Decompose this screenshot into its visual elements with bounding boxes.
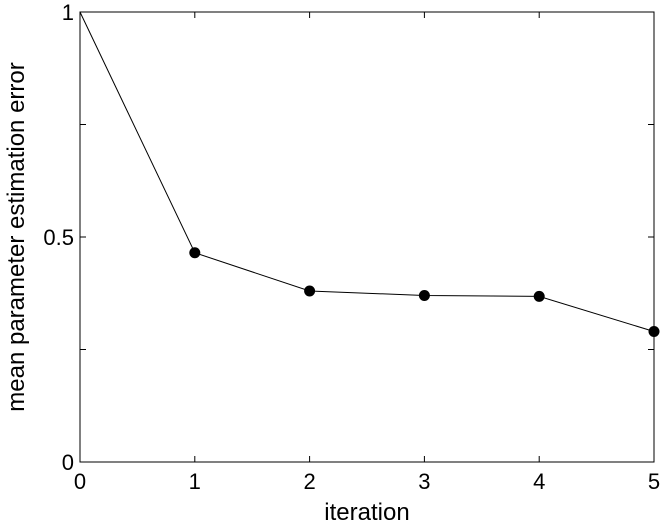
plot-area-frame (79, 11, 655, 463)
data-point (418, 290, 430, 301)
y-tick-label: 1 (62, 0, 74, 25)
data-point (304, 285, 316, 297)
x-tick-label: 2 (303, 469, 315, 494)
x-tick-label: 1 (189, 469, 201, 494)
x-tick-label: 4 (533, 469, 545, 494)
y-tick-label: 0 (62, 450, 74, 475)
x-tick-labels: 0 1 2 3 4 5 (74, 469, 660, 494)
x-tick-label: 5 (648, 469, 660, 494)
data-point (533, 290, 545, 302)
data-point (189, 247, 201, 259)
x-tick-label: 3 (418, 469, 430, 494)
axis-ticks (79, 11, 655, 463)
series-line (79, 11, 655, 332)
y-axis-title: mean parameter estimation error (3, 62, 30, 411)
data-point (648, 326, 660, 337)
series-layer (79, 11, 660, 337)
y-tick-label: 0.5 (43, 225, 74, 250)
x-tick-label: 0 (74, 469, 86, 494)
x-axis-title: iteration (324, 499, 409, 526)
y-tick-labels: 00.51 (43, 0, 74, 475)
